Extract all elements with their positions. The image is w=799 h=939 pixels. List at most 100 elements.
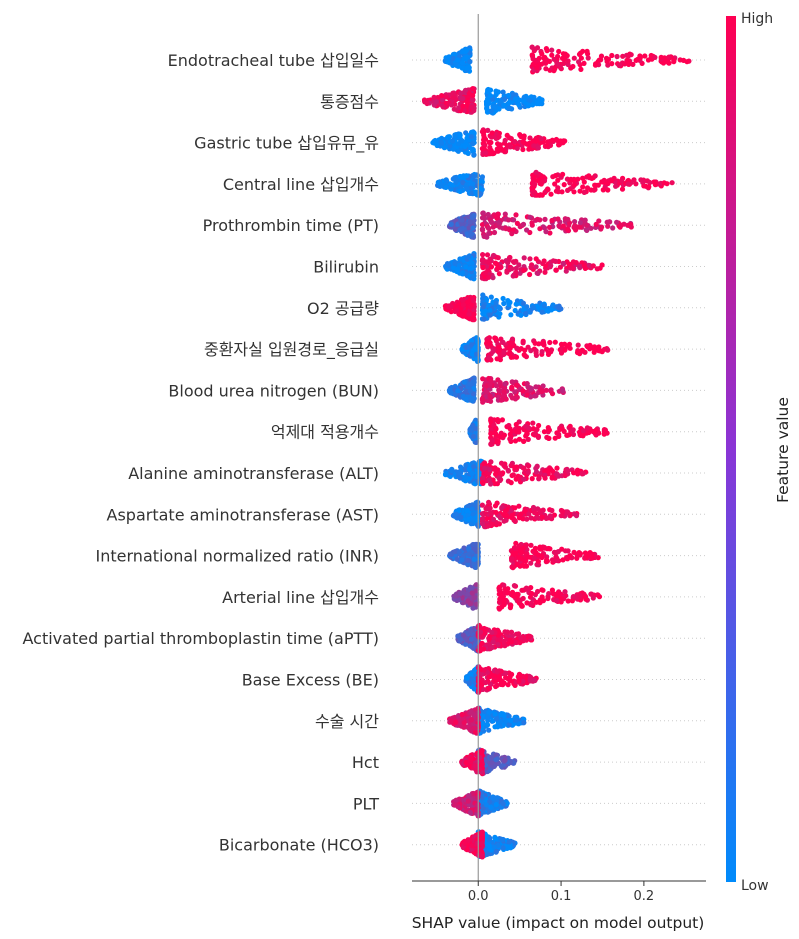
- shap-point: [482, 465, 488, 471]
- shap-point: [581, 60, 587, 66]
- shap-point: [495, 724, 501, 730]
- shap-point: [492, 503, 499, 509]
- shap-point: [565, 187, 571, 193]
- shap-point: [577, 188, 583, 194]
- shap-point: [642, 53, 648, 59]
- shap-point: [509, 512, 515, 518]
- shap-point: [479, 640, 485, 646]
- shap-point: [580, 48, 586, 54]
- shap-point: [501, 582, 507, 588]
- shap-point: [613, 183, 619, 189]
- shap-point: [467, 643, 473, 649]
- shap-point: [508, 480, 514, 486]
- shap-point: [519, 603, 525, 609]
- feature-label: Gastric tube 삽입유뮤_유: [194, 134, 379, 154]
- shap-point: [546, 435, 552, 441]
- shap-point: [529, 222, 535, 228]
- shap-point: [487, 144, 493, 150]
- shap-point: [450, 94, 456, 100]
- shap-point: [647, 179, 653, 186]
- shap-point: [556, 305, 562, 311]
- shap-point: [505, 260, 511, 266]
- shap-point: [630, 61, 636, 67]
- shap-point: [517, 640, 523, 646]
- shap-point: [448, 102, 455, 108]
- shap-point: [577, 592, 583, 598]
- shap-point: [583, 227, 589, 233]
- shap-point: [460, 95, 466, 102]
- shap-point: [486, 499, 492, 505]
- shap-point: [549, 217, 555, 224]
- shap-point: [591, 344, 598, 350]
- shap-point: [520, 139, 526, 145]
- shap-point: [507, 637, 513, 643]
- shap-point: [666, 54, 672, 60]
- shap-point: [580, 175, 586, 181]
- shap-point: [431, 94, 437, 100]
- shap-point: [546, 224, 553, 230]
- shap-point: [527, 214, 533, 220]
- shap-point: [490, 639, 496, 645]
- shap-point: [482, 680, 489, 686]
- shap-point: [573, 513, 580, 519]
- feature-label: 중환자실 입원경로_응급실: [204, 340, 379, 360]
- shap-point: [555, 189, 562, 195]
- shap-point: [449, 467, 455, 474]
- shap-point: [540, 174, 546, 180]
- shap-point: [539, 514, 545, 520]
- shap-point: [564, 432, 570, 438]
- shap-point: [502, 211, 508, 217]
- shap-point: [521, 476, 527, 482]
- shap-point: [552, 435, 558, 441]
- shap-point: [487, 393, 493, 399]
- shap-point: [543, 263, 549, 269]
- shap-point: [516, 436, 523, 442]
- shap-point: [585, 55, 591, 61]
- shap-point: [486, 260, 492, 266]
- shap-point: [501, 598, 507, 605]
- shap-point: [533, 348, 539, 354]
- shap-point: [435, 94, 441, 101]
- shap-point: [512, 389, 518, 395]
- shap-point: [486, 709, 492, 716]
- shap-point: [552, 173, 559, 179]
- shap-point: [549, 507, 555, 514]
- shap-point: [524, 600, 530, 606]
- shap-point: [533, 169, 539, 175]
- shap-point: [528, 265, 534, 271]
- shap-point: [545, 351, 552, 357]
- shap-point: [523, 433, 529, 439]
- shap-point: [466, 466, 472, 472]
- shap-point: [457, 227, 463, 233]
- shap-point: [492, 104, 498, 110]
- shap-point: [671, 57, 677, 63]
- shap-point: [481, 145, 487, 151]
- shap-point: [584, 554, 590, 560]
- shap-point: [555, 216, 561, 222]
- shap-point: [468, 185, 474, 191]
- shap-point: [555, 53, 561, 60]
- shap-point: [467, 219, 473, 225]
- shap-point: [486, 230, 492, 236]
- shap-point: [552, 66, 558, 72]
- shap-point: [523, 542, 529, 548]
- shap-point: [563, 268, 569, 274]
- shap-point: [541, 55, 547, 61]
- shap-point: [534, 99, 540, 106]
- shap-point: [665, 59, 671, 65]
- shap-point: [532, 181, 538, 187]
- shap-point: [453, 511, 459, 517]
- shap-point: [554, 472, 561, 478]
- shap-point: [553, 554, 559, 560]
- shap-point: [528, 560, 534, 566]
- shap-point: [470, 422, 476, 428]
- shap-point: [580, 433, 586, 439]
- shap-point: [549, 52, 555, 58]
- shap-point: [498, 712, 504, 718]
- shap-point: [458, 174, 464, 180]
- shap-point: [546, 591, 552, 597]
- shap-point: [442, 144, 448, 150]
- feature-label: Bilirubin: [313, 258, 379, 277]
- shap-point: [479, 226, 486, 232]
